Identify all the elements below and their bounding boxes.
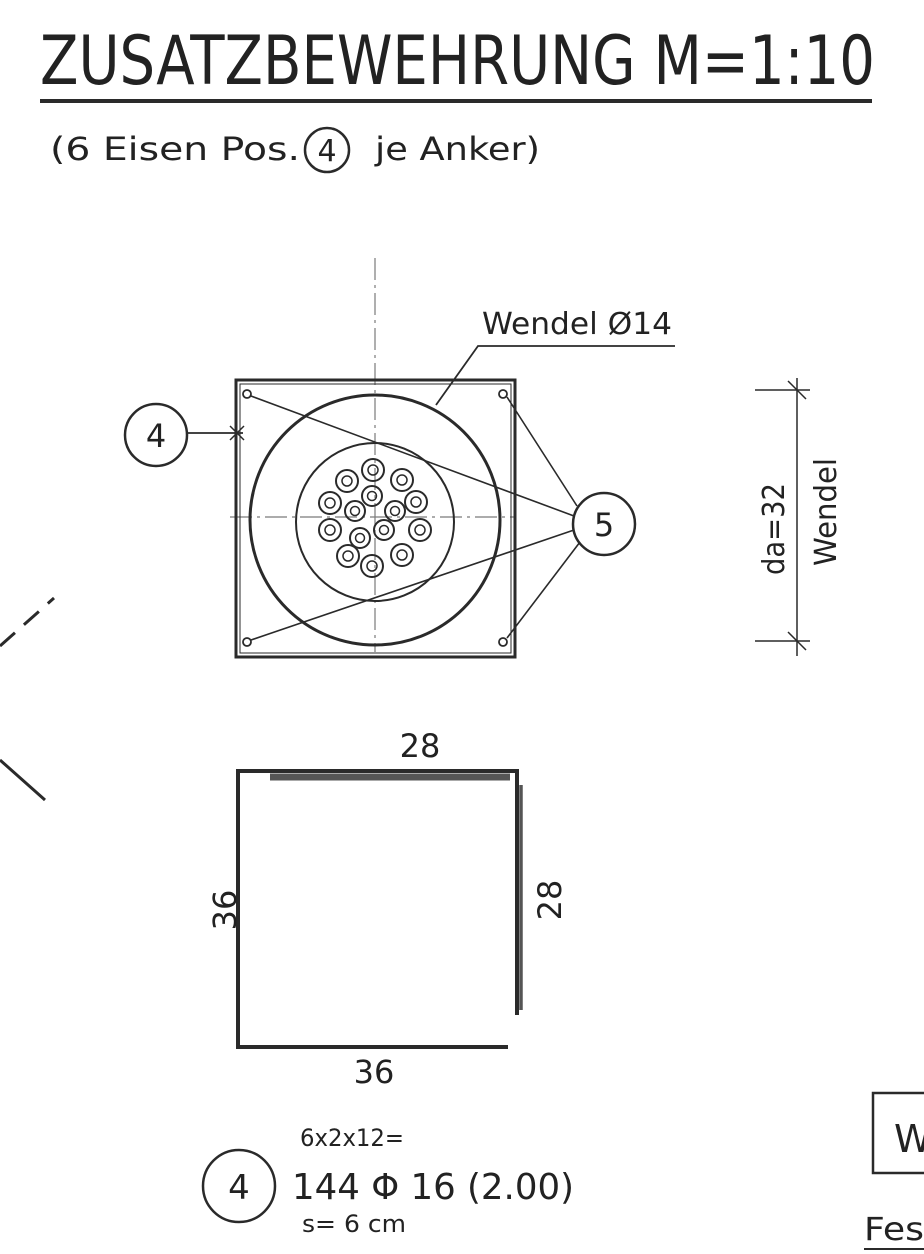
pos4-marker-number: 4 [146, 417, 166, 455]
schedule-main: 144 Φ 16 (2.00) [292, 1167, 574, 1208]
tendon-strand [390, 468, 414, 492]
plan-view: Wendel Ø14 4 5 [123, 258, 675, 659]
bar-schedule: 4 6x2x12= 144 Φ 16 (2.00) s= 6 cm [201, 1124, 574, 1238]
anchor-plate-inner [239, 383, 512, 654]
subtitle-suffix: je Anker) [374, 130, 540, 168]
subtitle-pos-number: 4 [317, 134, 336, 169]
bolt-hole [498, 389, 508, 399]
schedule-calc: 6x2x12= [300, 1124, 404, 1152]
tendon-strand [318, 491, 342, 515]
tendon-strand [361, 485, 383, 507]
wendel-spiral [248, 393, 502, 647]
tendon-strand [390, 543, 414, 567]
pos5-marker-number: 5 [594, 506, 614, 544]
clipped-box-text: W [894, 1117, 924, 1161]
bolt-hole [242, 637, 252, 647]
tendon-strand [404, 490, 428, 514]
bar-shape-outline [236, 769, 519, 1049]
clipped-title-box [871, 1091, 924, 1175]
tendon-strand-cluster [318, 458, 432, 578]
wendel-dimension: da=32 Wendel [755, 378, 844, 656]
dim-left: 36 [206, 890, 244, 931]
pos5-marker [571, 491, 637, 557]
dimension-tick [787, 631, 807, 651]
subtitle-pos-marker [303, 126, 351, 174]
dimension-da-label: da=32 [757, 483, 792, 575]
dimension-wendel-label: Wendel [809, 458, 844, 566]
bolt-hole [242, 389, 252, 399]
dim-right: 28 [531, 880, 569, 921]
pos5-leader-lines [250, 395, 581, 641]
dimension-tick [787, 380, 807, 400]
pos4-marker [123, 402, 189, 468]
tendon-strand [408, 518, 432, 542]
tendon-strand [344, 500, 366, 522]
anchor-core-circle [295, 442, 455, 602]
schedule-pos-marker [201, 1148, 277, 1224]
anchor-bolt-holes [242, 389, 508, 647]
pos4-leader-tick [229, 425, 245, 441]
tendon-strand [336, 544, 360, 568]
tendon-strand [335, 469, 359, 493]
tendon-strand [373, 519, 395, 541]
bar-shape-diagram: 28 28 36 36 [206, 727, 569, 1091]
dim-bottom: 36 [354, 1053, 395, 1091]
wendel-leader-line [435, 345, 675, 406]
anchor-plate-outline [234, 378, 517, 659]
bolt-hole [498, 637, 508, 647]
tendon-strand [361, 458, 385, 482]
wendel-label: Wendel Ø14 [482, 307, 672, 342]
schedule-spacing: s= 6 cm [302, 1210, 406, 1238]
cut-line-solid [0, 758, 46, 802]
tendon-strand [318, 518, 342, 542]
drawing-title: ZUSATZBEWEHRUNG M=1:10 [40, 22, 875, 101]
tendon-strand [349, 527, 371, 549]
cut-line-dashed [0, 596, 55, 648]
schedule-pos-number: 4 [228, 1168, 250, 1208]
dim-top: 28 [400, 727, 441, 765]
tendon-strand [384, 500, 406, 522]
clipped-bottom-text: Fes [864, 1210, 924, 1248]
subtitle-prefix: (6 Eisen Pos. [50, 130, 300, 168]
tendon-strand [360, 554, 384, 578]
